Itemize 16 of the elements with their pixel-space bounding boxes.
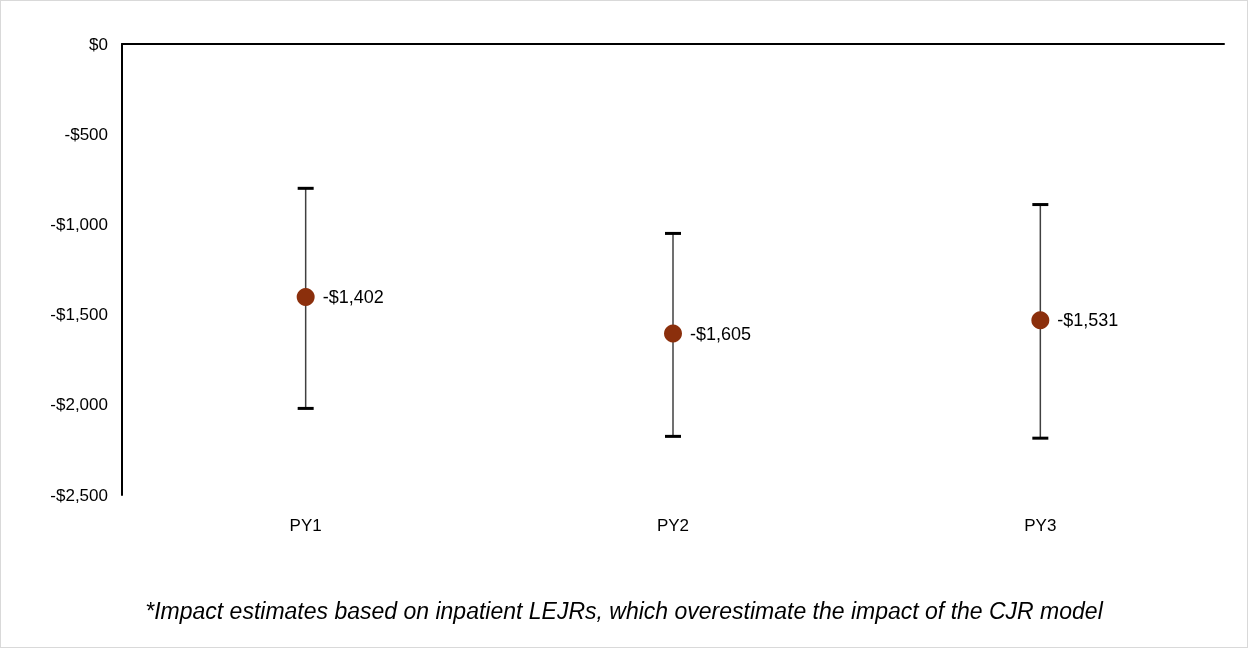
y-tick-label: $0 xyxy=(89,34,108,54)
x-tick-label: PY1 xyxy=(289,516,322,535)
x-tick-label: PY2 xyxy=(656,516,690,535)
y-tick-label: -$1,000 xyxy=(50,214,108,234)
y-tick-label: -$2,000 xyxy=(50,395,108,415)
point xyxy=(664,324,682,343)
x-tick-label: PY3 xyxy=(1024,516,1057,535)
point xyxy=(296,287,315,306)
y-tick-label: -$2,500 xyxy=(50,485,108,505)
y-tick-label: -$1,500 xyxy=(50,305,108,325)
text: *Impact estimates based on inpatient LEJRs, which overestimate the impact of the CJR model xyxy=(145,597,1104,624)
data-label: -$1,531 xyxy=(1057,310,1119,331)
data-label: -$1,402 xyxy=(322,286,384,307)
point xyxy=(1031,311,1050,330)
y-tick-label: -$500 xyxy=(64,124,108,144)
data-label: -$1,605 xyxy=(690,323,752,344)
